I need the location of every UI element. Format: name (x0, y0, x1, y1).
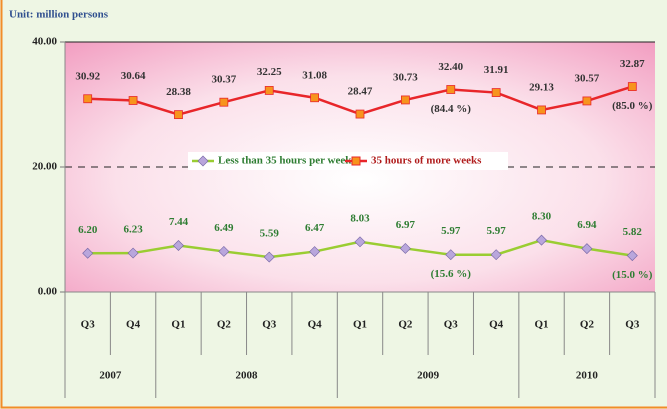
data-label: 32.40 (438, 61, 463, 73)
marker (219, 97, 229, 107)
year-label: 2007 (99, 370, 122, 382)
x-tick-label: Q2 (580, 319, 595, 331)
year-label: 2009 (417, 370, 440, 382)
marker (626, 250, 638, 262)
data-label: 31.08 (302, 69, 327, 81)
x-tick-label: Q2 (398, 319, 413, 331)
marker (264, 86, 274, 95)
data-label: 6.94 (577, 219, 597, 231)
marker (355, 109, 365, 119)
data-label: 29.13 (529, 81, 554, 93)
annotation: (85.0 %) (612, 100, 653, 112)
data-label: 8.30 (532, 211, 552, 223)
marker (581, 243, 593, 255)
annotation: (84.4 %) (431, 103, 472, 115)
data-label: 30.92 (75, 70, 100, 82)
data-label: 6.49 (214, 222, 234, 234)
data-label: 32.87 (620, 58, 645, 70)
data-label: 30.37 (211, 74, 236, 86)
marker (83, 94, 93, 104)
marker (582, 96, 592, 106)
data-label: 5.59 (260, 228, 280, 240)
annotation: (15.6 %) (431, 268, 472, 280)
data-label: 32.25 (257, 66, 282, 78)
y-tick-label: 40.00 (32, 36, 57, 48)
data-label: 7.44 (169, 216, 189, 228)
marker (127, 247, 139, 259)
legend-marker (197, 155, 209, 167)
x-tick-label: Q3 (262, 319, 277, 331)
x-tick-label: Q4 (308, 319, 323, 331)
x-tick-label: Q3 (625, 319, 640, 331)
data-label: 30.57 (575, 72, 600, 84)
marker (128, 96, 138, 105)
x-tick-label: Q4 (489, 319, 504, 331)
marker (446, 85, 456, 94)
data-label: 8.03 (350, 212, 370, 224)
data-label: 6.20 (78, 224, 98, 236)
marker (399, 242, 411, 254)
marker (627, 82, 637, 91)
marker (445, 249, 457, 261)
data-label: 5.97 (487, 225, 507, 237)
x-tick-label: Q3 (81, 319, 96, 331)
data-label: 6.97 (396, 219, 416, 231)
data-label: 6.47 (305, 222, 325, 234)
marker (218, 245, 230, 257)
marker (263, 251, 275, 263)
marker (82, 247, 94, 259)
legend-marker (351, 156, 361, 166)
x-tick-label: Q3 (444, 319, 459, 331)
y-tick-label: 20.00 (32, 161, 57, 173)
x-tick-label: Q1 (171, 319, 185, 331)
data-label: 28.38 (166, 86, 191, 98)
x-tick-label: Q1 (535, 319, 549, 331)
x-tick-label: Q4 (126, 319, 141, 331)
marker (174, 110, 183, 120)
legend-label: Less than 35 hours per weeks (218, 155, 356, 167)
data-label: 5.97 (441, 225, 461, 237)
y-tick-label: 0.00 (38, 286, 58, 298)
marker (354, 236, 366, 248)
year-label: 2008 (236, 370, 259, 382)
data-label: 31.91 (484, 64, 509, 76)
data-label: 30.73 (393, 71, 418, 83)
annotation: (15.0 %) (612, 269, 653, 281)
marker (490, 249, 502, 261)
marker (537, 105, 546, 115)
marker (536, 234, 548, 246)
marker (491, 88, 501, 97)
marker (172, 240, 184, 251)
marker (309, 246, 321, 258)
data-label: 5.82 (623, 226, 643, 238)
data-label: 30.64 (121, 70, 146, 82)
data-label: 28.47 (348, 86, 373, 98)
x-tick-label: Q1 (353, 319, 367, 331)
marker (310, 93, 320, 103)
x-tick-label: Q2 (217, 319, 232, 331)
legend-label: 35 hours of more weeks (371, 155, 482, 167)
year-label: 2010 (576, 370, 599, 382)
marker (400, 95, 410, 105)
data-label: 6.23 (123, 224, 143, 236)
chart-title: Unit: million persons (9, 9, 109, 21)
